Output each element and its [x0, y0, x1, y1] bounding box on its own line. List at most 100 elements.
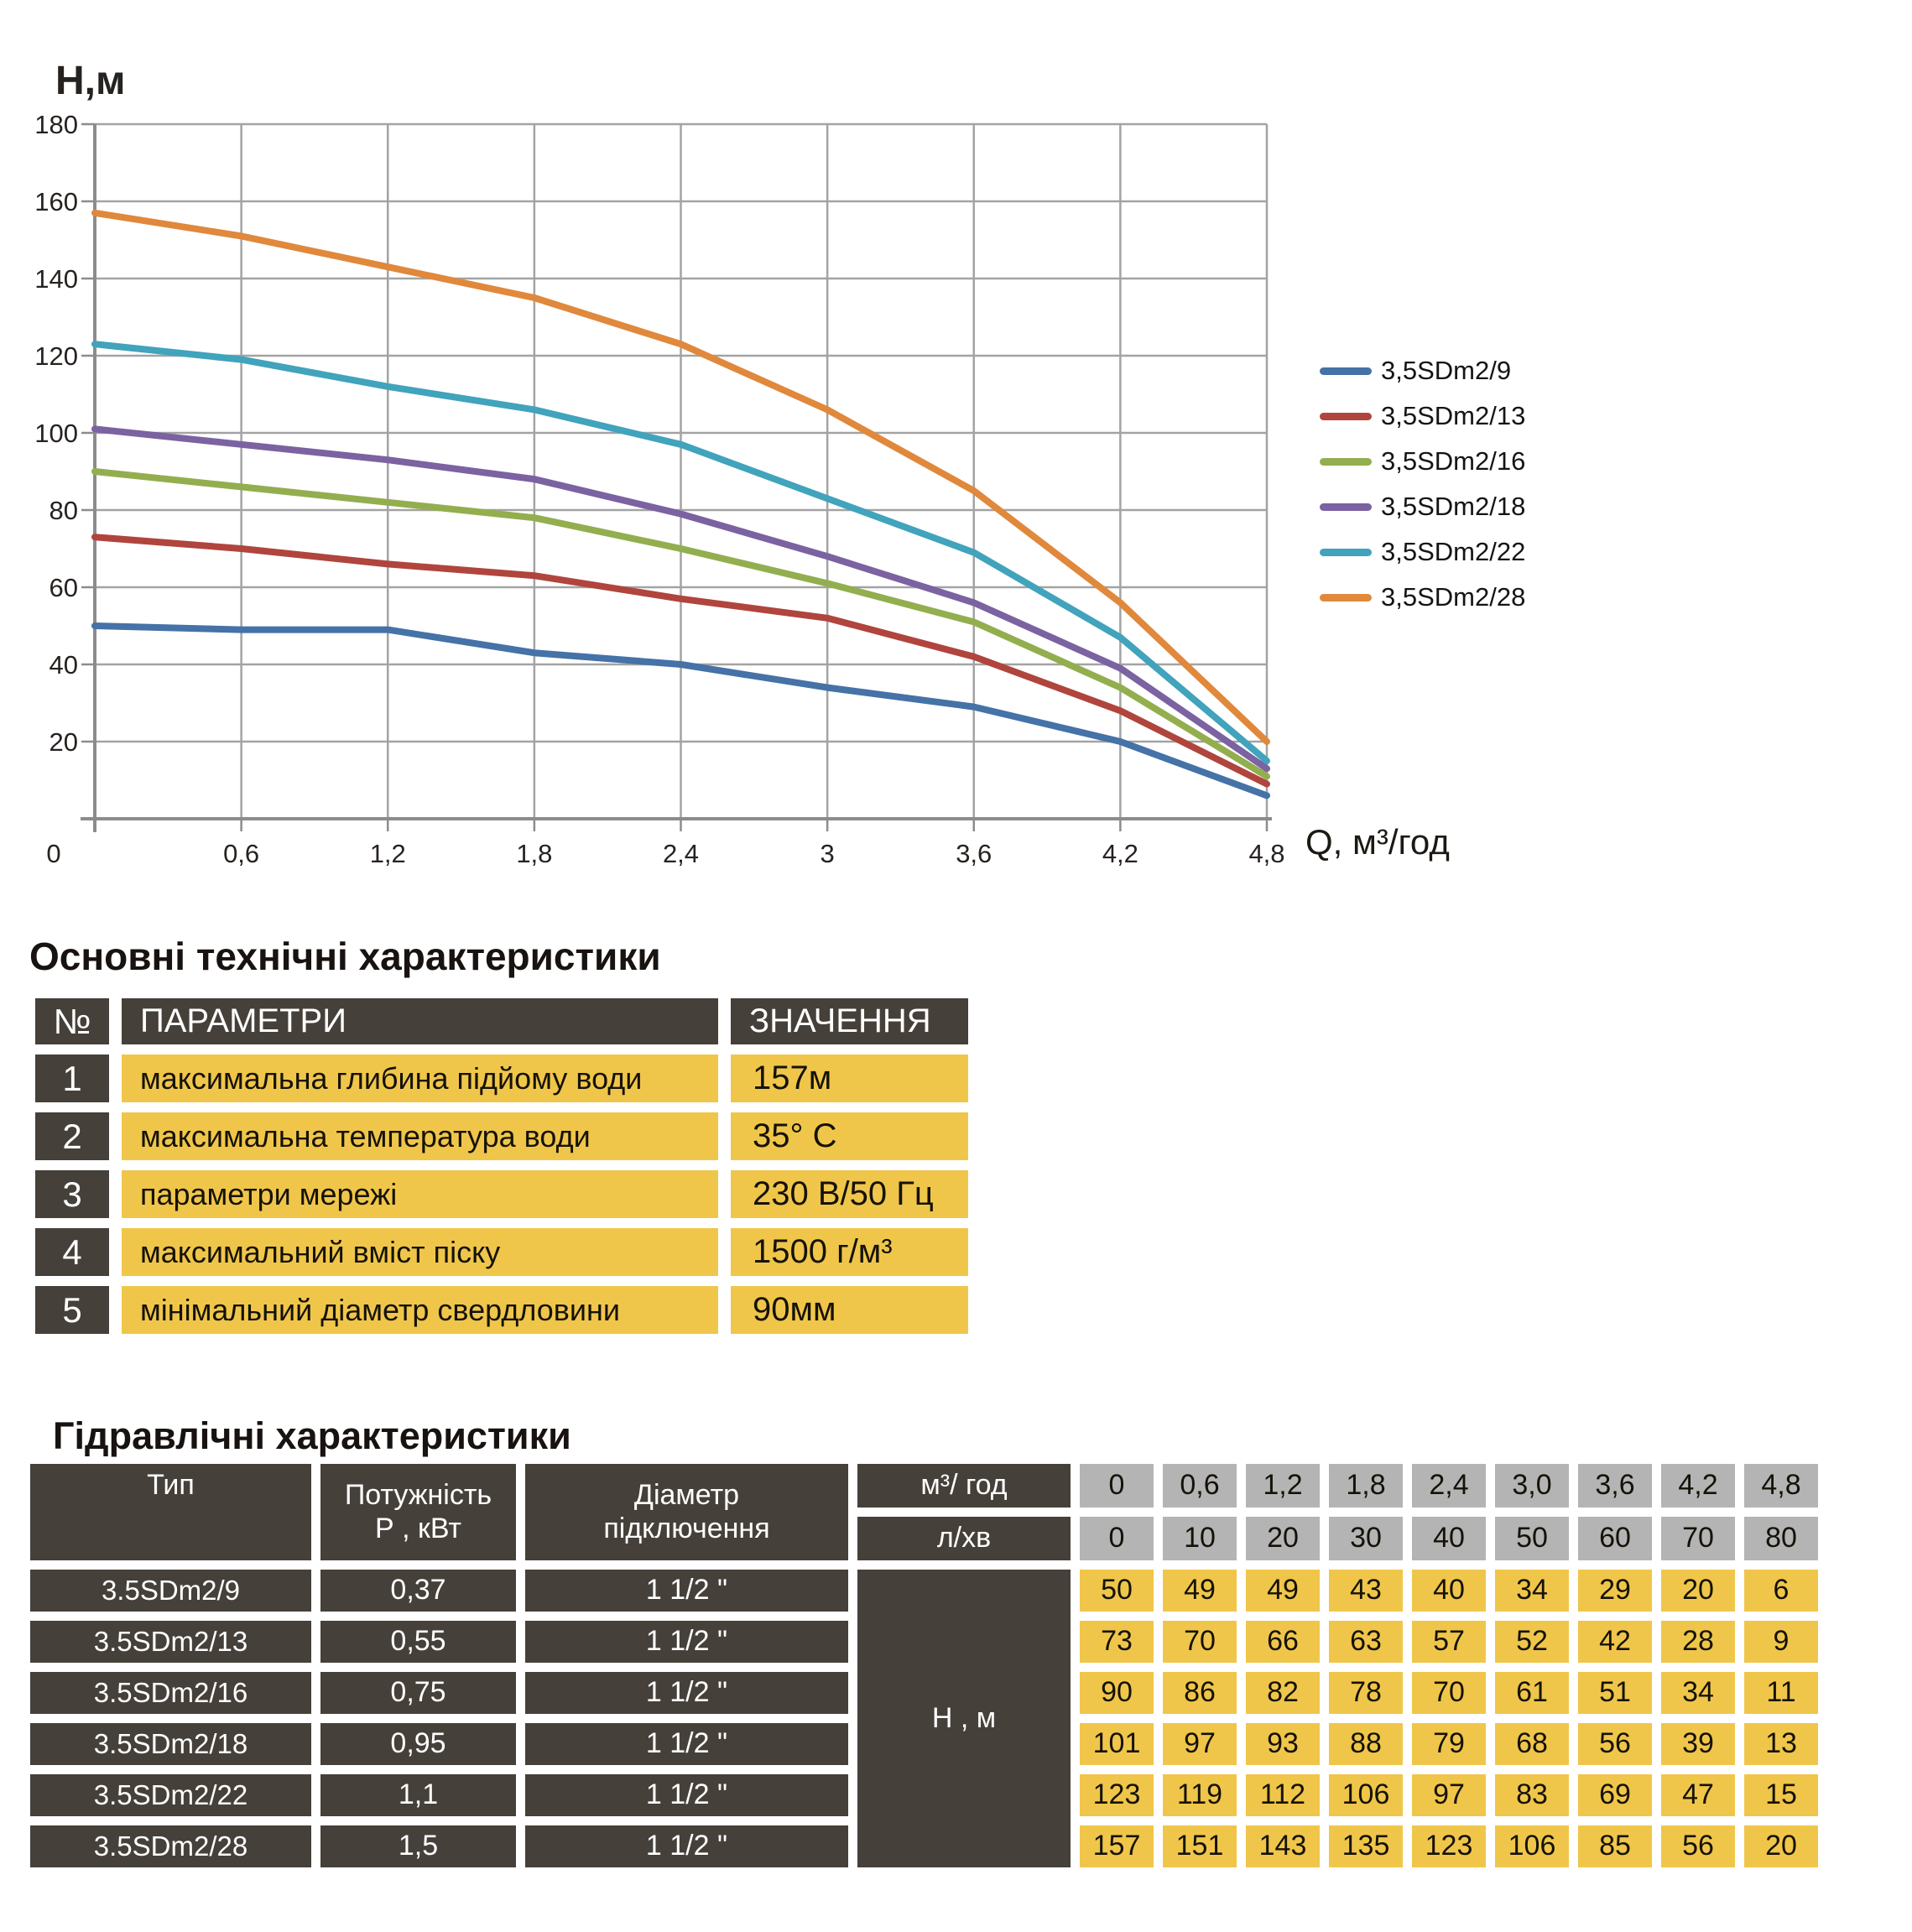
- legend-item: 3,5SDm2/9: [1320, 348, 1525, 393]
- hydro-head-value: 123: [1412, 1825, 1486, 1867]
- hydro-head-value: 56: [1661, 1825, 1735, 1867]
- legend-swatch-icon: [1320, 548, 1372, 556]
- hydro-row-type: 3.5SDm2/22: [30, 1774, 311, 1816]
- hydro-head-value: 50: [1080, 1570, 1154, 1612]
- y-axis-title: Н,м: [55, 59, 126, 103]
- chart-legend: 3,5SDm2/9 3,5SDm2/13 3,5SDm2/16 3,5SDm2/18 3…: [1320, 348, 1525, 620]
- hydro-head-value: 78: [1329, 1672, 1403, 1714]
- hydro-head-value: 6: [1744, 1570, 1818, 1612]
- hydro-head-value: 51: [1578, 1672, 1652, 1714]
- legend-item: 3,5SDm2/22: [1320, 529, 1525, 575]
- hydro-head-value: 29: [1578, 1570, 1652, 1612]
- hydro-flow-lmin-value: 0: [1080, 1517, 1154, 1560]
- hydro-row-diameter: 1 1/2 ": [525, 1774, 848, 1816]
- hydro-head-value: 93: [1246, 1723, 1320, 1765]
- hydro-head-value: 52: [1495, 1621, 1569, 1663]
- spec-row-param: параметри мережі: [122, 1170, 718, 1218]
- hydro-head-value: 9: [1744, 1621, 1818, 1663]
- chart-canvas: 20 40 60 80 100 120 140 160 180 0 0,6 1,2 1,8 2,4 3 3,6…: [34, 59, 1284, 868]
- hydro-head-value: 135: [1329, 1825, 1403, 1867]
- x-tick-label: 3,6: [956, 839, 992, 868]
- hydro-section-title: Гідравлічні характеристики: [53, 1414, 571, 1457]
- hydro-flow-m3h-value: 1,8: [1329, 1464, 1403, 1508]
- spec-row-param: максимальна температура води: [122, 1112, 718, 1160]
- legend-label: 3,5SDm2/22: [1381, 537, 1526, 566]
- series-line-3,5SDm2/22: [91, 341, 1270, 764]
- hydro-row-diameter: 1 1/2 ": [525, 1570, 848, 1612]
- y-tick-label: 120: [34, 341, 78, 371]
- series-line-3,5SDm2/18: [91, 425, 1270, 773]
- hydro-row-power: 0,37: [320, 1570, 516, 1612]
- x-tick-label: 1,8: [516, 839, 552, 868]
- hydro-header-power: Потужність Р , кВт: [320, 1464, 516, 1560]
- hydro-flow-lmin-value: 10: [1163, 1517, 1237, 1560]
- x-tick-label: 3: [821, 839, 835, 868]
- hydro-head-value: 28: [1661, 1621, 1735, 1663]
- spec-row-number: 3: [35, 1170, 109, 1218]
- hydro-row-power: 0,95: [320, 1723, 516, 1765]
- hydro-flow-m3h-value: 3,6: [1578, 1464, 1652, 1508]
- x-tick-label: 0: [46, 839, 60, 868]
- hydro-flow-lmin-value: 80: [1744, 1517, 1818, 1560]
- hydro-row-power: 0,75: [320, 1672, 516, 1714]
- series-line-3,5SDm2/28: [91, 209, 1270, 745]
- hydro-head-value: 47: [1661, 1774, 1735, 1816]
- spec-row-value: 35° С: [731, 1112, 968, 1160]
- hydro-flow-lmin-value: 60: [1578, 1517, 1652, 1560]
- hydro-head-value: 123: [1080, 1774, 1154, 1816]
- hydro-flow-lmin-value: 20: [1246, 1517, 1320, 1560]
- y-tick-label: 80: [49, 496, 78, 525]
- hydro-row-type: 3.5SDm2/16: [30, 1672, 311, 1714]
- legend-swatch-icon: [1320, 503, 1372, 511]
- hydro-head-value: 119: [1163, 1774, 1237, 1816]
- hydro-head-value: 70: [1412, 1672, 1486, 1714]
- legend-swatch-icon: [1320, 457, 1372, 466]
- hydro-flow-m3h-value: 4,8: [1744, 1464, 1818, 1508]
- hydro-head-value: 39: [1661, 1723, 1735, 1765]
- legend-item: 3,5SDm2/18: [1320, 484, 1525, 529]
- x-tick-label: 4,2: [1102, 839, 1138, 868]
- hydro-head-value: 143: [1246, 1825, 1320, 1867]
- legend-label: 3,5SDm2/9: [1381, 356, 1512, 385]
- hydro-flow-lmin-value: 30: [1329, 1517, 1403, 1560]
- spec-header-num: №: [35, 998, 109, 1044]
- hydro-head-value: 11: [1744, 1672, 1818, 1714]
- series-line-3,5SDm2/13: [91, 534, 1270, 788]
- hydro-head-value: 157: [1080, 1825, 1154, 1867]
- hydro-head-value: 106: [1495, 1825, 1569, 1867]
- hydro-head-value: 83: [1495, 1774, 1569, 1816]
- hydro-row-diameter: 1 1/2 ": [525, 1621, 848, 1663]
- hydro-head-value: 15: [1744, 1774, 1818, 1816]
- hydro-row-type: 3.5SDm2/9: [30, 1570, 311, 1612]
- hydro-head-value: 40: [1412, 1570, 1486, 1612]
- y-tick-label: 20: [49, 727, 78, 757]
- hydro-row-type: 3.5SDm2/13: [30, 1621, 311, 1663]
- hydro-row-power: 1,1: [320, 1774, 516, 1816]
- spec-row-value: 90мм: [731, 1286, 968, 1334]
- series-line-3,5SDm2/16: [91, 468, 1270, 780]
- hydro-row-diameter: 1 1/2 ": [525, 1672, 848, 1714]
- hydro-row-type: 3.5SDm2/18: [30, 1723, 311, 1765]
- y-tick-label: 160: [34, 187, 78, 216]
- hydro-header-flow-lmin: л/хв: [857, 1517, 1071, 1560]
- hydro-head-value: 151: [1163, 1825, 1237, 1867]
- hydro-header-type: Тип: [30, 1464, 311, 1560]
- spec-header-param: ПАРАМЕТРИ: [122, 998, 718, 1044]
- hydro-flow-m3h-value: 1,2: [1246, 1464, 1320, 1508]
- spec-row-number: 1: [35, 1055, 109, 1102]
- hydro-flow-m3h-value: 2,4: [1412, 1464, 1486, 1508]
- y-tick-label: 180: [34, 110, 78, 139]
- hydro-head-value: 61: [1495, 1672, 1569, 1714]
- spec-row-param: максимальна глибина підйому води: [122, 1055, 718, 1102]
- hydro-head-value: 56: [1578, 1723, 1652, 1765]
- hydro-flow-lmin-value: 70: [1661, 1517, 1735, 1560]
- series-line-3,5SDm2/9: [91, 622, 1270, 799]
- hydro-head-value: 70: [1163, 1621, 1237, 1663]
- hydro-head-value: 57: [1412, 1621, 1486, 1663]
- legend-swatch-icon: [1320, 593, 1372, 601]
- hydro-flow-m3h-value: 3,0: [1495, 1464, 1569, 1508]
- hydro-head-value: 34: [1661, 1672, 1735, 1714]
- spec-row-number: 5: [35, 1286, 109, 1334]
- hydro-head-value: 86: [1163, 1672, 1237, 1714]
- hydro-head-value: 106: [1329, 1774, 1403, 1816]
